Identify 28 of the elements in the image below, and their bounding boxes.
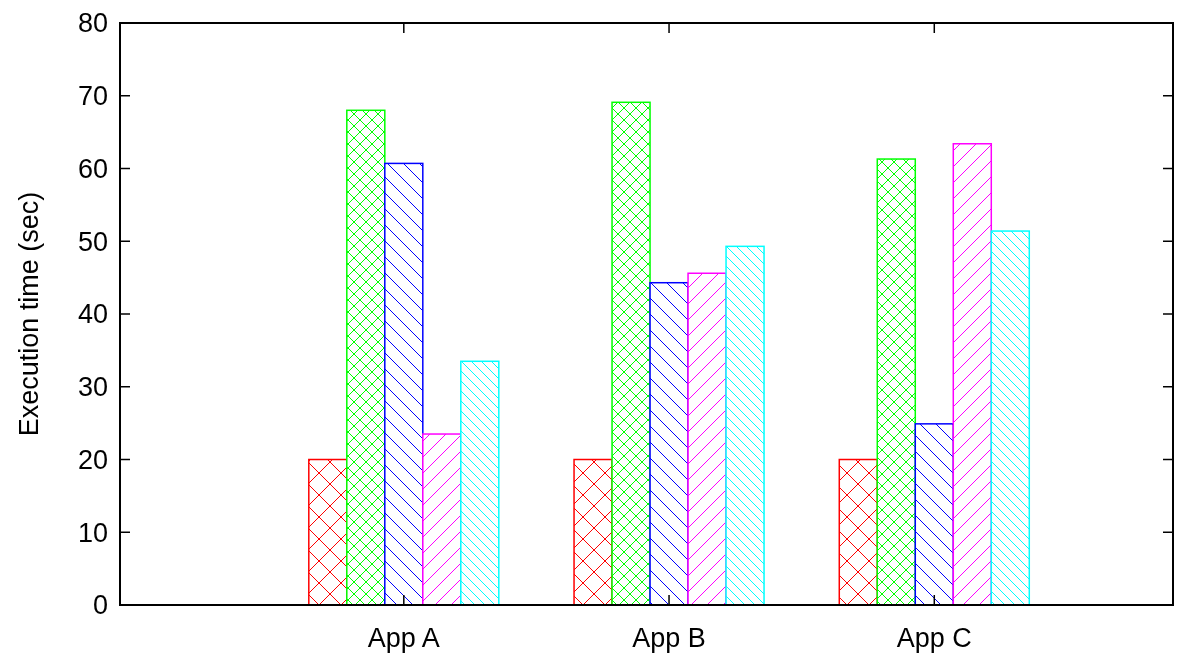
y-tick-label: 30 <box>77 372 108 403</box>
bar <box>725 245 765 606</box>
bar <box>876 158 917 606</box>
bar <box>649 281 689 606</box>
bar <box>838 458 879 606</box>
y-tick-label: 20 <box>77 444 108 475</box>
bar <box>308 458 348 606</box>
bar <box>952 143 993 606</box>
y-tick-label: 80 <box>77 8 108 39</box>
x-tick-label: App B <box>632 623 706 653</box>
bar <box>914 423 955 606</box>
bar <box>460 360 500 606</box>
x-tick-label: App C <box>896 623 972 653</box>
y-axis-title: Execution time (sec) <box>14 191 44 437</box>
bar <box>346 109 386 606</box>
y-tick-label: 40 <box>77 299 108 330</box>
bar <box>573 458 613 606</box>
bar <box>687 272 727 606</box>
y-tick-label: 50 <box>77 226 108 257</box>
bar <box>422 433 462 606</box>
bar <box>990 230 1031 606</box>
y-tick-label: 0 <box>92 590 108 621</box>
y-tick-label: 70 <box>77 81 108 112</box>
bar <box>384 162 424 606</box>
y-tick-label: 60 <box>77 153 108 184</box>
x-tick-label: App A <box>367 623 440 653</box>
bar <box>611 101 651 606</box>
y-tick-label: 10 <box>77 517 108 548</box>
